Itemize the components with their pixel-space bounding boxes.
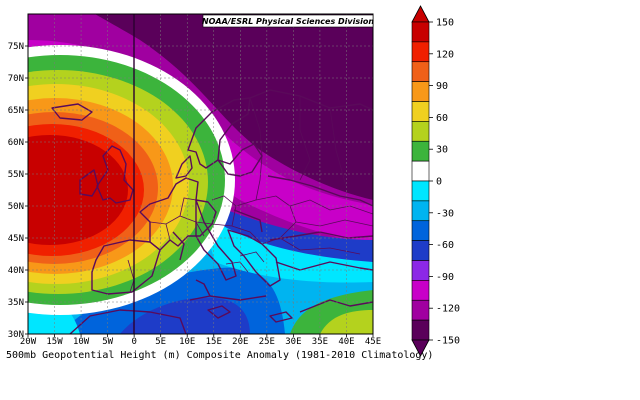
x-axis-ticks: 20W 15W 10W 5W 0 5E 10E 15E 20E 25E 30E 35E 40E 45E [20,334,381,347]
colorbar-label: 90 [436,81,448,92]
colorbar-swatch [411,180,430,202]
colorbar-swatch [411,121,430,142]
x-tick-label: 5E [155,337,166,347]
x-tick-label: 10E [179,337,195,347]
colorbar-label: -30 [436,208,454,219]
colorbar-label: 0 [436,177,442,188]
colorbar-label: -90 [436,272,454,283]
colorbar-swatch [411,220,430,241]
colorbar-label: 120 [436,49,454,60]
y-tick-label: 60N [8,138,24,148]
colorbar-bottom-arrow [411,339,430,357]
colorbar-swatch [411,200,430,222]
positive-anomaly-region [28,135,128,245]
negative-anomaly-region [200,210,373,283]
colorbar-label: 60 [436,113,448,124]
x-tick-label: 0 [131,337,136,347]
colorbar-swatch [411,160,430,182]
colorbar-label: -120 [436,304,460,315]
credit-box: NOAA/ESRL Physical Sciences Division [202,14,374,28]
colorbar-label: 30 [436,145,448,156]
figure-caption: 500mb Geopotential Height (m) Composite … [6,350,433,361]
y-tick-label: 35N [8,298,24,308]
x-tick-label: 20W [20,337,37,347]
x-tick-label: 10W [73,337,90,347]
x-tick-label: 30E [285,337,301,347]
x-tick-label: 40E [338,337,354,347]
colorbar-swatch [411,260,430,281]
colorbar-swatch [411,299,430,321]
colorbar-label: 150 [436,18,454,29]
x-tick-label: 5W [102,337,113,347]
colorbar-swatch [411,41,430,63]
x-tick-label: 20E [232,337,248,347]
y-tick-label: 50N [8,202,24,212]
credit-text: NOAA/ESRL Physical Sciences Division [202,17,374,26]
y-tick-label: 75N [8,42,24,52]
colorbar-swatch [411,21,430,43]
y-axis-ticks: 30N 35N 40N 45N 50N 55N 60N 65N 70N 75N [8,42,28,340]
x-tick-label: 15E [206,337,222,347]
y-tick-label: 55N [8,170,24,180]
y-tick-label: 40N [8,266,24,276]
coastlines [51,89,373,334]
y-tick-label: 45N [8,234,24,244]
colorbar-swatch [411,81,430,102]
colorbar: 150 120 90 60 30 0 -30 -60 -90 -120 -150 [411,5,460,357]
colorbar-label: -60 [436,240,454,251]
colorbar-label: -150 [436,336,460,347]
colorbar-swatch [411,240,430,261]
colorbar-swatch [411,61,430,82]
x-tick-label: 15W [46,337,63,347]
x-tick-label: 35E [312,337,328,347]
colorbar-swatch [411,319,430,341]
y-tick-label: 65N [8,106,24,116]
y-tick-label: 30N [8,330,24,340]
negative-anomaly-region [95,14,373,200]
colorbar-swatch [411,140,430,162]
colorbar-swatch [411,280,430,301]
y-tick-label: 70N [8,74,24,84]
x-tick-label: 25E [259,337,275,347]
colorbar-swatch [411,101,430,122]
colorbar-top-arrow [411,5,430,23]
x-tick-label: 45E [365,337,381,347]
anomaly-field [28,14,373,334]
